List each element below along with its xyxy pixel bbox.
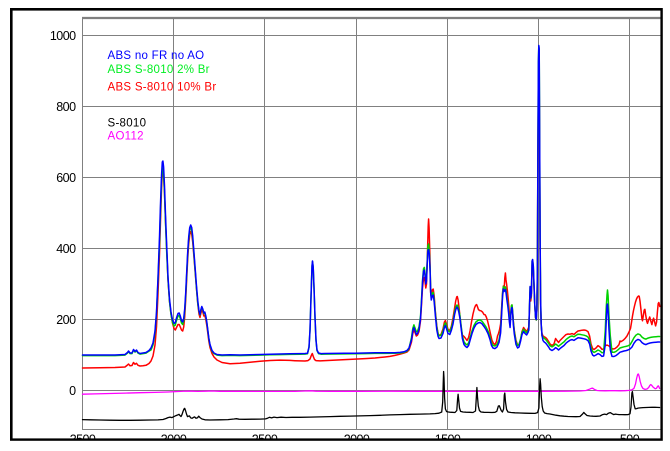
- svg-text:ABS S-8010 10% Br: ABS S-8010 10% Br: [108, 82, 217, 94]
- svg-text:ABS no FR no AO: ABS no FR no AO: [108, 50, 205, 62]
- svg-text:1000: 1000: [50, 29, 76, 43]
- svg-text:AO112: AO112: [108, 131, 144, 143]
- svg-text:0: 0: [69, 384, 76, 398]
- svg-text:200: 200: [56, 313, 76, 327]
- svg-text:ABS S-8010 2% Br: ABS S-8010 2% Br: [108, 64, 210, 76]
- svg-text:600: 600: [56, 171, 76, 185]
- svg-text:400: 400: [56, 242, 76, 256]
- svg-text:S-8010: S-8010: [108, 117, 147, 129]
- svg-text:800: 800: [56, 100, 76, 114]
